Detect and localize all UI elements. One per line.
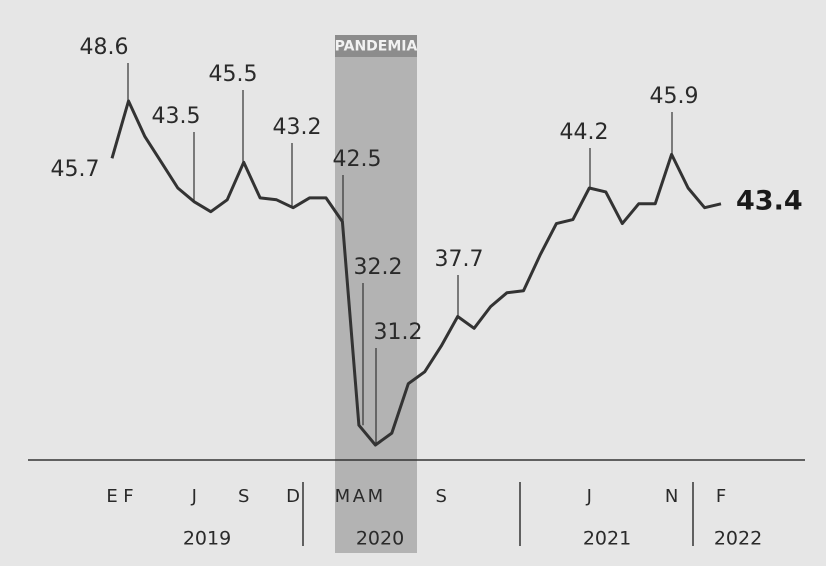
x-tick-label: M xyxy=(368,486,384,507)
year-label: 2020 xyxy=(356,528,404,550)
x-tick-label: S xyxy=(435,486,446,507)
year-label: 2022 xyxy=(714,528,762,550)
data-label: 43.5 xyxy=(152,104,201,129)
data-label: 48.6 xyxy=(80,35,129,60)
data-label: 32.2 xyxy=(354,255,403,280)
x-tick-label: N xyxy=(665,486,678,507)
year-label: 2021 xyxy=(583,528,631,550)
x-tick-label: A xyxy=(353,486,366,507)
data-label: 45.7 xyxy=(51,157,100,182)
data-label: 43.2 xyxy=(273,115,322,140)
year-label: 2019 xyxy=(183,528,231,550)
x-tick-label: F xyxy=(123,486,133,507)
x-tick-label: J xyxy=(191,486,197,507)
data-label: 44.2 xyxy=(560,120,609,145)
x-tick-label: J xyxy=(586,486,592,507)
x-tick-label: F xyxy=(716,486,726,507)
x-tick-label: S xyxy=(238,486,249,507)
data-label: 45.5 xyxy=(209,62,258,87)
x-tick-label: E xyxy=(106,486,117,507)
data-line xyxy=(110,99,722,447)
data-label: 31.2 xyxy=(374,320,423,345)
data-label: 43.4 xyxy=(736,186,803,217)
x-tick-label: M xyxy=(335,486,351,507)
data-label: 45.9 xyxy=(650,84,699,109)
x-tick-label: D xyxy=(286,486,300,507)
band-label: PANDEMIA xyxy=(335,39,418,55)
data-label: 37.7 xyxy=(435,247,484,272)
data-label: 42.5 xyxy=(333,147,382,172)
band-header xyxy=(335,35,417,57)
